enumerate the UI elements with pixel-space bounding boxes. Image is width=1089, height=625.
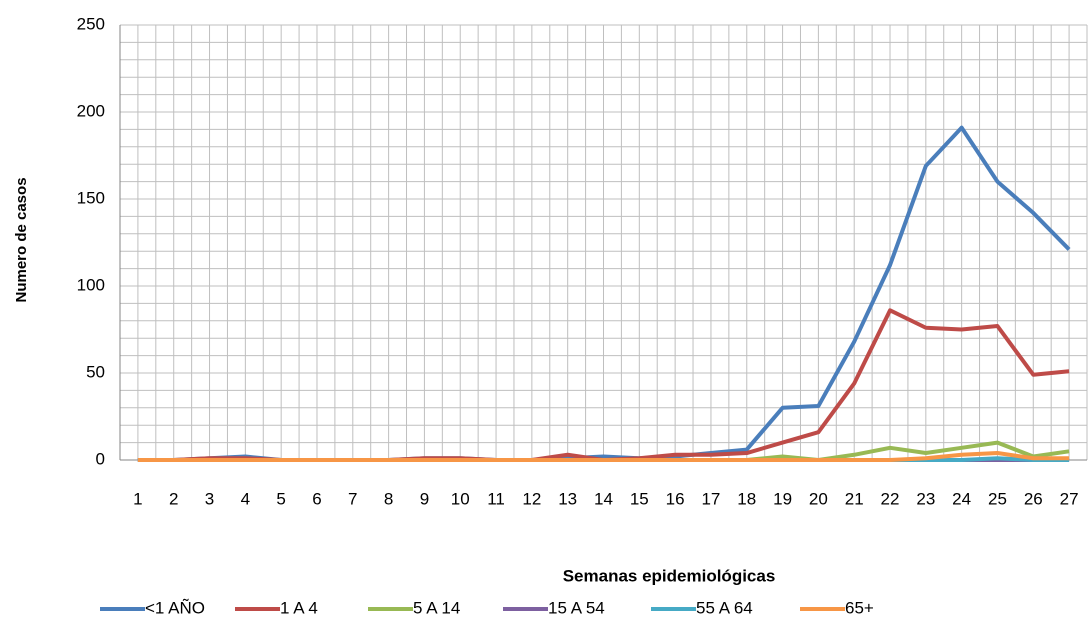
y-tick-label: 250 (77, 14, 105, 33)
x-tick-label: 13 (558, 489, 577, 508)
x-tick-label: 6 (312, 489, 321, 508)
x-tick-label: 20 (809, 489, 828, 508)
x-tick-label: 8 (384, 489, 393, 508)
x-tick-label: 3 (205, 489, 214, 508)
x-axis-label: Semanas epidemiológicas (563, 566, 776, 585)
x-tick-label: 11 (487, 489, 505, 508)
x-tick-label: 2 (169, 489, 178, 508)
y-tick-label: 200 (77, 101, 105, 120)
legend-label: 5 A 14 (413, 598, 460, 617)
x-tick-label: 10 (451, 489, 470, 508)
x-tick-label: 22 (881, 489, 900, 508)
y-tick-label: 50 (86, 362, 105, 381)
x-tick-label: 1 (133, 489, 142, 508)
legend-label: 65+ (845, 598, 874, 617)
x-tick-label: 26 (1024, 489, 1043, 508)
x-tick-label: 25 (988, 489, 1007, 508)
x-tick-label: 12 (522, 489, 541, 508)
legend-label: 15 A 54 (548, 598, 605, 617)
x-tick-label: 18 (737, 489, 756, 508)
x-tick-label: 7 (348, 489, 357, 508)
x-tick-label: 14 (594, 489, 613, 508)
x-tick-label: 19 (773, 489, 792, 508)
x-tick-label: 5 (276, 489, 285, 508)
x-tick-label: 16 (666, 489, 685, 508)
x-tick-label: 17 (701, 489, 720, 508)
x-tick-label: 23 (916, 489, 935, 508)
x-tick-label: 9 (420, 489, 429, 508)
series-line (137, 451, 1070, 462)
legend-label: <1 AÑO (145, 598, 205, 617)
legend-label: 55 A 64 (696, 598, 753, 617)
x-tick-label: 24 (952, 489, 971, 508)
x-tick-label: 27 (1060, 489, 1079, 508)
x-tick-label: 15 (630, 489, 649, 508)
x-tick-label: 21 (845, 489, 864, 508)
legend-label: 1 A 4 (280, 598, 318, 617)
y-tick-label: 150 (77, 188, 105, 207)
y-tick-label: 0 (96, 449, 105, 468)
y-axis-label: Numero de casos (13, 177, 30, 302)
x-tick-label: 4 (241, 489, 250, 508)
y-tick-label: 100 (77, 275, 105, 294)
